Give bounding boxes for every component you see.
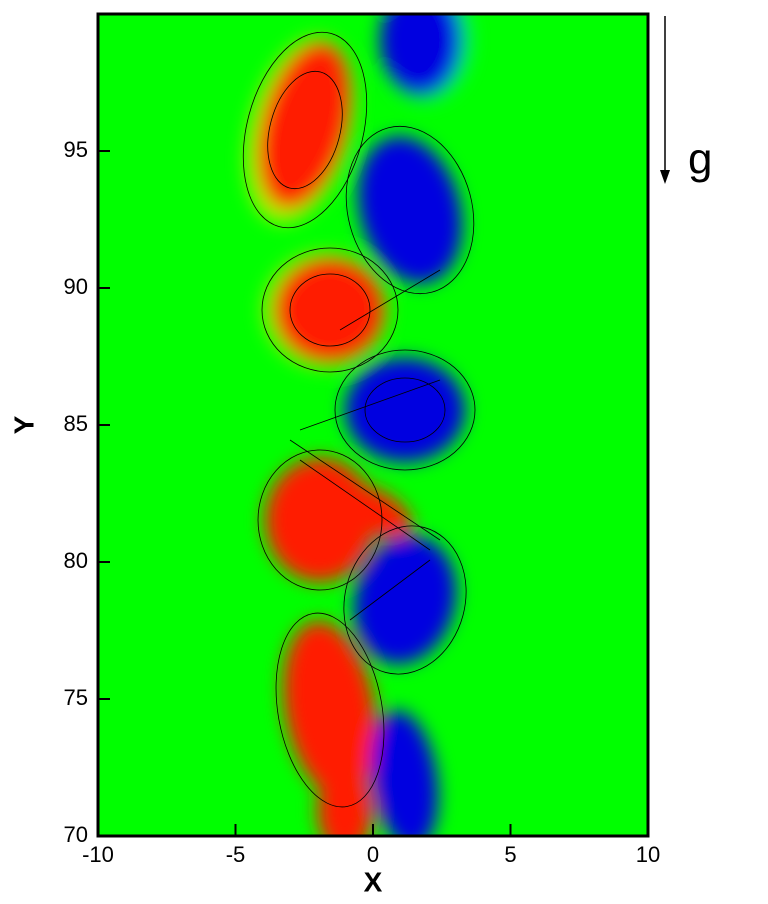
x-axis-title: X	[364, 866, 383, 897]
y-axis-title: Y	[8, 415, 39, 434]
x-tick-label: -5	[226, 842, 246, 867]
y-tick-label: 95	[64, 137, 88, 162]
annotation: g	[688, 135, 712, 184]
y-tick-label: 80	[64, 548, 88, 573]
x-tick-label: 0	[367, 842, 379, 867]
y-tick-label: 70	[64, 822, 88, 847]
field	[98, 14, 648, 836]
x-tick-label: 10	[636, 842, 660, 867]
y-tick-label: 75	[64, 685, 88, 710]
x-tick-label: -10	[82, 842, 114, 867]
y-tick-label: 90	[64, 274, 88, 299]
y-tick-label: 85	[64, 411, 88, 436]
gravity-arrow-head	[660, 170, 670, 184]
contour-lines	[242, 31, 476, 808]
x-tick-label: 5	[504, 842, 516, 867]
vortices	[245, 14, 470, 836]
